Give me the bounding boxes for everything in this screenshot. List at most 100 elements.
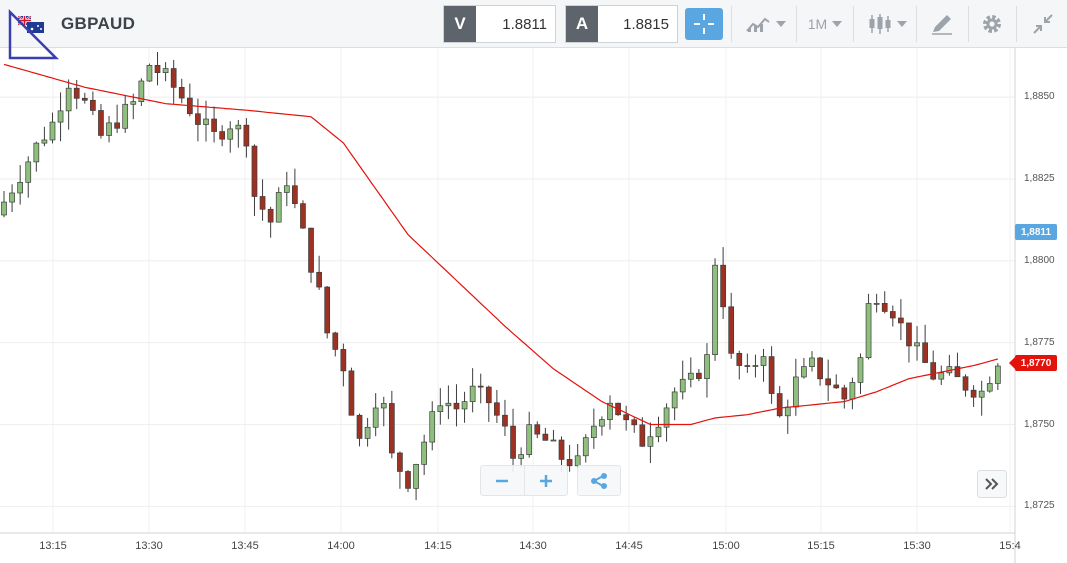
bull-candle (437, 405, 444, 412)
chart-toolbar: GBPAUD V 1.8811 A 1.8815 1M (0, 0, 1067, 48)
bid-quote[interactable]: V 1.8811 (443, 5, 556, 43)
bear-candle (631, 419, 638, 426)
bear-candle (898, 317, 904, 324)
bear-candle (639, 424, 646, 447)
bull-candle (809, 357, 815, 367)
bear-candle (300, 203, 306, 229)
bear-candle (970, 389, 977, 398)
bear-candle (841, 387, 848, 400)
bear-candle (356, 414, 363, 439)
ask-price-tag: 1,8811 (1015, 224, 1057, 240)
bear-candle (154, 64, 161, 73)
bid-value: 1.8811 (502, 15, 547, 33)
instrument-symbol[interactable]: GBPAUD (61, 14, 136, 33)
bull-candle (671, 391, 678, 409)
bear-candle (962, 376, 969, 391)
timeframe-label: 1M (807, 16, 828, 32)
bear-candle (73, 87, 80, 99)
bull-candle (469, 385, 476, 402)
bull-candle (647, 436, 654, 447)
x-tick-label: 15:00 (712, 540, 740, 552)
bull-candle (380, 403, 387, 409)
bear-candle (768, 356, 775, 394)
bull-candle (275, 192, 282, 223)
collapse-button[interactable] (1024, 8, 1062, 40)
x-tick-label: 14:45 (615, 540, 643, 552)
timeframe-dropdown[interactable]: 1M (802, 8, 848, 40)
bear-candle (348, 370, 355, 416)
bull-candle (283, 185, 290, 193)
bull-candle (712, 264, 718, 355)
bear-candle (696, 372, 702, 379)
x-tick-label: 14:00 (327, 540, 355, 552)
ask-quote[interactable]: A 1.8815 (565, 5, 678, 43)
bear-candle (817, 357, 823, 380)
toolbar-divider (916, 6, 917, 42)
bull-candle (550, 439, 557, 442)
bear-candle (405, 471, 411, 489)
toolbar-divider (853, 6, 854, 42)
y-tick-label: 1,8850 (1024, 91, 1055, 103)
bear-candle (211, 118, 217, 132)
bull-candle (9, 192, 15, 203)
scroll-to-latest-button[interactable] (977, 470, 1007, 498)
y-tick-label: 1,8825 (1024, 172, 1055, 184)
bear-candle (219, 131, 226, 140)
x-tick-label: 14:30 (519, 540, 547, 552)
bear-candle (776, 393, 783, 417)
share-button[interactable] (577, 465, 621, 496)
bull-candle (57, 110, 64, 123)
bear-candle (243, 124, 250, 147)
share-icon (591, 472, 607, 489)
bull-candle (445, 402, 452, 407)
collapse-icon (1033, 14, 1053, 34)
bull-candle (138, 80, 145, 102)
x-tick-label: 15:15 (807, 540, 835, 552)
bull-candle (203, 118, 209, 125)
bear-candle (510, 425, 516, 459)
bull-candle (784, 406, 791, 417)
crosshair-button[interactable] (685, 8, 723, 40)
bull-candle (41, 139, 48, 144)
plus-icon (539, 474, 552, 487)
bear-candle (195, 113, 201, 125)
settings-button[interactable] (974, 8, 1010, 40)
bear-candle (558, 439, 565, 460)
toolbar-divider (796, 6, 797, 42)
bull-candle (590, 425, 597, 439)
bear-candle (81, 97, 88, 101)
bull-candle (599, 419, 605, 427)
zoom-out-button[interactable] (481, 466, 524, 495)
zoom-in-button[interactable] (523, 466, 568, 495)
x-tick-label: 13:15 (39, 540, 67, 552)
bear-candle (178, 87, 185, 99)
drawing-tool-button[interactable] (922, 8, 962, 40)
candle-type-icon (869, 14, 890, 34)
bull-candle (372, 407, 379, 428)
bull-candle (663, 407, 670, 428)
bear-candle (485, 386, 492, 404)
bear-candle (494, 402, 500, 416)
bear-candle (340, 349, 347, 372)
bull-candle (679, 378, 686, 393)
bull-candle (978, 390, 985, 398)
chevron-down-icon (832, 21, 843, 27)
candlestick-chart[interactable] (0, 48, 1067, 563)
bear-candle (744, 365, 751, 367)
indicators-icon (745, 17, 770, 32)
candle-type-button[interactable] (862, 8, 912, 40)
bull-candle (25, 161, 32, 183)
bear-candle (90, 99, 96, 111)
bull-candle (364, 426, 371, 439)
bear-candle (736, 352, 743, 366)
bull-candle (429, 411, 436, 443)
indicators-button[interactable] (740, 8, 790, 40)
chevron-down-icon (775, 21, 786, 27)
x-tick-label: 13:30 (135, 540, 163, 552)
bull-candle (162, 68, 169, 73)
bear-candle (720, 264, 726, 308)
bear-candle (906, 322, 912, 347)
crosshair-icon (694, 14, 714, 34)
bear-candle (728, 306, 735, 354)
bull-candle (65, 87, 72, 112)
